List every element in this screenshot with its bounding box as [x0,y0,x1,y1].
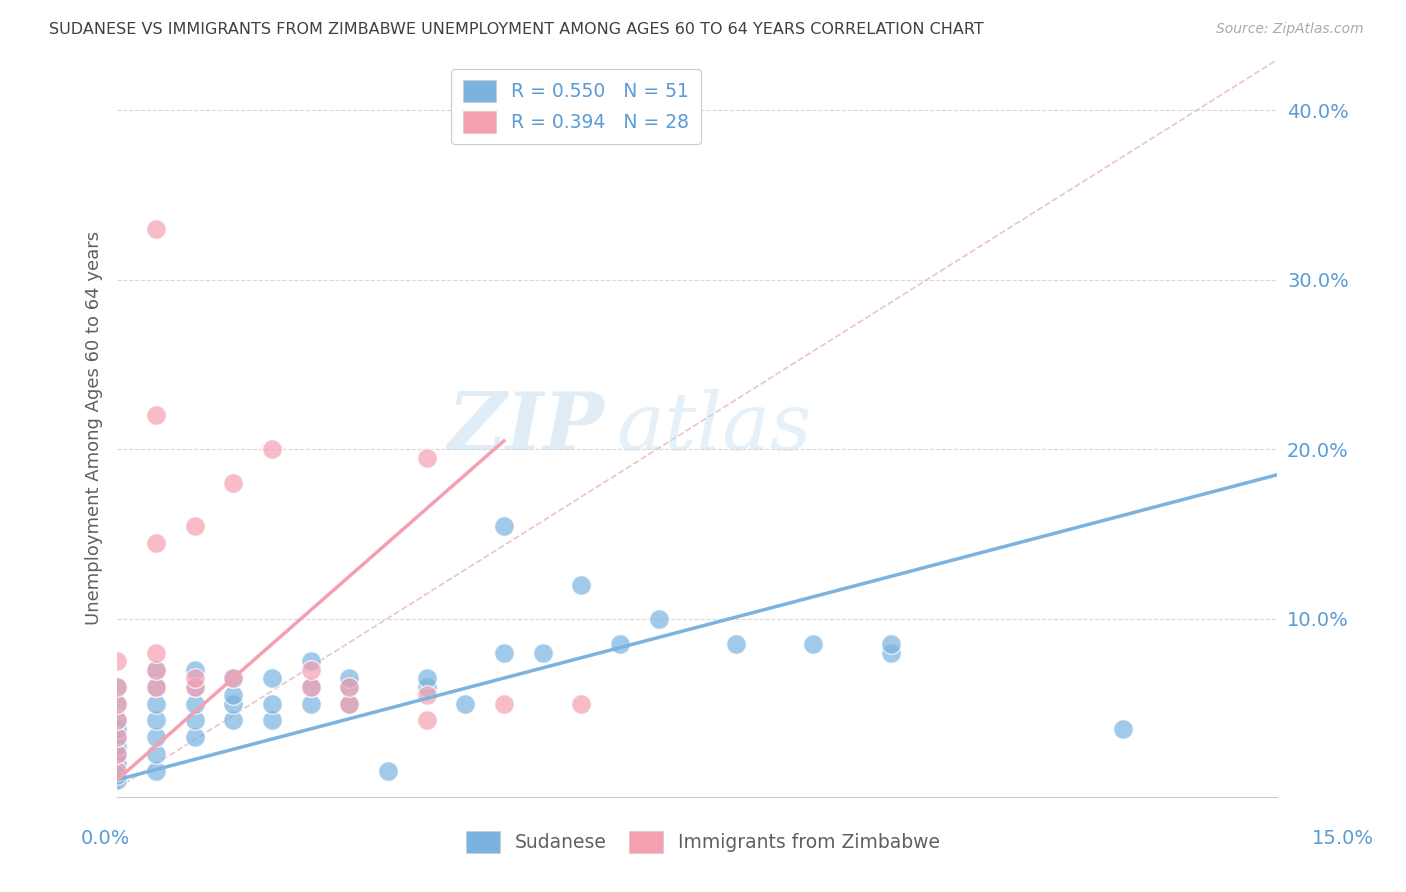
Point [183,671,205,685]
Point [145,697,167,711]
Point [415,714,437,728]
Point [145,747,167,762]
Point [222,697,245,711]
Point [145,409,167,423]
Legend: R = 0.550   N = 51, R = 0.394   N = 28: R = 0.550 N = 51, R = 0.394 N = 28 [451,69,700,145]
Point [183,731,205,745]
Point [105,714,128,728]
Point [531,646,554,660]
Point [145,714,167,728]
Point [105,697,128,711]
Point [222,688,245,702]
Point [145,663,167,677]
Point [105,764,128,779]
Point [145,535,167,549]
Point [105,739,128,753]
Point [105,756,128,770]
Point [105,747,128,762]
Point [183,697,205,711]
Point [337,680,360,694]
Text: SUDANESE VS IMMIGRANTS FROM ZIMBABWE UNEMPLOYMENT AMONG AGES 60 TO 64 YEARS CORR: SUDANESE VS IMMIGRANTS FROM ZIMBABWE UNE… [49,22,984,37]
Point [145,680,167,694]
Point [105,697,128,711]
Point [222,714,245,728]
Point [337,671,360,685]
Point [183,663,205,677]
Point [299,680,322,694]
Point [105,767,128,781]
Point [569,697,592,711]
Point [647,612,669,626]
Point [145,646,167,660]
Point [105,654,128,668]
Point [222,476,245,491]
Point [377,764,399,779]
Point [260,714,283,728]
Point [415,450,437,465]
Text: Source: ZipAtlas.com: Source: ZipAtlas.com [1216,22,1364,37]
Point [337,697,360,711]
Point [415,671,437,685]
Text: atlas: atlas [616,390,811,467]
Point [492,697,515,711]
Text: 0.0%: 0.0% [80,829,131,848]
Point [183,714,205,728]
Point [415,680,437,694]
Point [260,671,283,685]
Point [299,680,322,694]
Text: 15.0%: 15.0% [1312,829,1374,848]
Point [337,680,360,694]
Point [145,222,167,236]
Point [337,697,360,711]
Point [415,688,437,702]
Point [260,442,283,457]
Point [299,663,322,677]
Y-axis label: Unemployment Among Ages 60 to 64 years: Unemployment Among Ages 60 to 64 years [86,231,103,625]
Point [801,637,824,651]
Point [105,764,128,779]
Point [145,731,167,745]
Point [183,680,205,694]
Point [879,637,901,651]
Point [609,637,631,651]
Point [724,637,747,651]
Point [145,663,167,677]
Point [222,671,245,685]
Point [105,680,128,694]
Point [105,722,128,736]
Point [879,646,901,660]
Point [569,578,592,592]
Point [492,646,515,660]
Point [222,671,245,685]
Point [299,654,322,668]
Point [105,731,128,745]
Point [105,731,128,745]
Point [1111,722,1133,736]
Point [105,680,128,694]
Point [183,680,205,694]
Point [105,714,128,728]
Text: ZIP: ZIP [447,390,605,467]
Point [105,747,128,762]
Point [454,697,477,711]
Point [492,518,515,533]
Point [145,680,167,694]
Point [145,764,167,779]
Point [299,697,322,711]
Legend: Sudanese, Immigrants from Zimbabwe: Sudanese, Immigrants from Zimbabwe [458,823,948,860]
Point [260,697,283,711]
Point [183,518,205,533]
Point [105,772,128,787]
